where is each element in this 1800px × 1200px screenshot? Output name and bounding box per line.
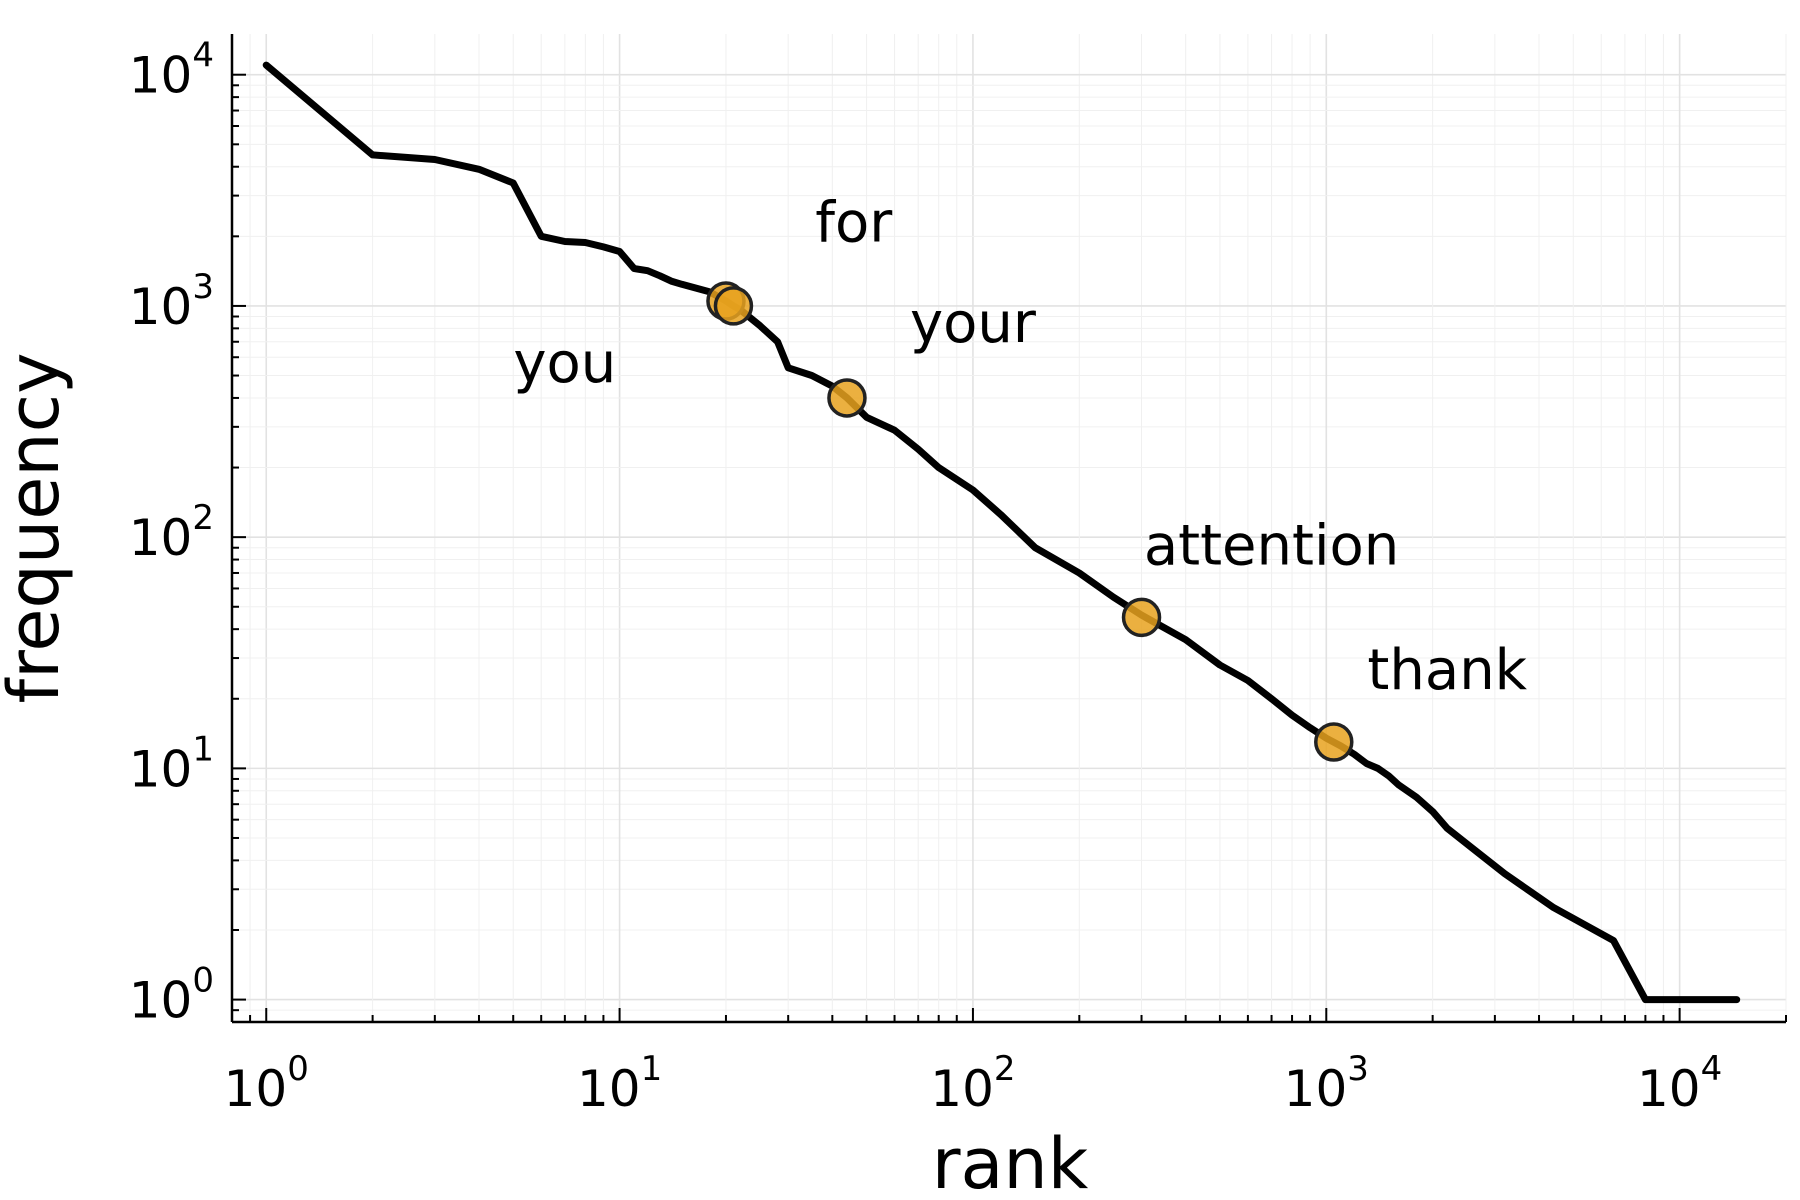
y-tick-base: 10: [129, 740, 193, 798]
y-tick-label: 102: [129, 498, 214, 567]
y-tick-label: 101: [129, 729, 214, 798]
x-tick-label: 100: [224, 1049, 309, 1118]
x-tick-base: 10: [577, 1060, 641, 1118]
word-label-you: you: [513, 331, 616, 396]
y-tick-base: 10: [129, 972, 193, 1030]
word-marker-thank: [1314, 722, 1354, 762]
y-tick-label: 103: [129, 267, 214, 336]
x-tick-label: 102: [930, 1049, 1015, 1118]
x-tick-label: 103: [1284, 1049, 1369, 1118]
y-tick-label: 100: [129, 961, 214, 1030]
x-tick-exponent: 0: [287, 1049, 309, 1089]
word-label-attention: attention: [1144, 514, 1399, 579]
x-tick-base: 10: [1637, 1060, 1701, 1118]
y-tick-exponent: 0: [192, 961, 214, 1001]
x-tick-label: 101: [577, 1049, 662, 1118]
y-tick-base: 10: [129, 47, 193, 105]
y-tick-base: 10: [129, 509, 193, 567]
word-label-thank: thank: [1367, 638, 1527, 703]
tick-marks: [231, 73, 1787, 1023]
x-tick-exponent: 3: [1347, 1049, 1369, 1089]
y-tick-label: 104: [129, 36, 214, 105]
y-tick-exponent: 4: [192, 36, 214, 76]
word-label-for: for: [815, 190, 893, 255]
x-tick-base: 10: [1284, 1060, 1348, 1118]
y-tick-exponent: 2: [192, 498, 214, 538]
series-lines: [262, 61, 1741, 1004]
axes: [230, 34, 1786, 1024]
x-tick-exponent: 2: [994, 1049, 1016, 1089]
grid-lines: [231, 34, 1787, 1023]
x-tick-label: 104: [1637, 1049, 1722, 1118]
x-tick-exponent: 4: [1701, 1049, 1723, 1089]
highlight-markers: [706, 281, 1354, 762]
x-tick-exponent: 1: [641, 1049, 663, 1089]
word-marker-attention: [1121, 597, 1162, 638]
frequency-series-line: [262, 61, 1741, 1004]
y-axis-label: frequency: [0, 352, 75, 703]
word-label-your: your: [910, 291, 1037, 356]
x-tick-base: 10: [930, 1060, 994, 1118]
x-tick-base: 10: [224, 1060, 288, 1118]
y-tick-exponent: 3: [192, 267, 214, 307]
word-marker-your: [827, 378, 867, 418]
y-tick-exponent: 1: [192, 729, 214, 769]
word-marker-for: [713, 286, 754, 326]
y-tick-base: 10: [129, 278, 193, 336]
x-axis-label: rank: [932, 1123, 1089, 1200]
